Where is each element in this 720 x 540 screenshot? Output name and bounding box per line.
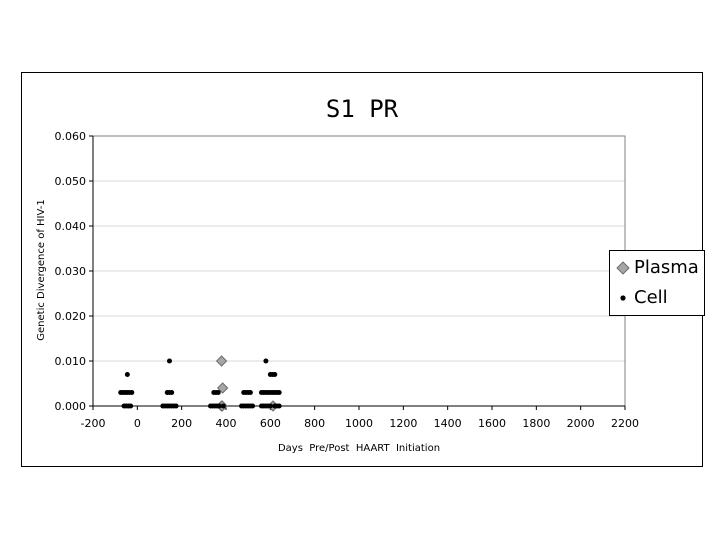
data-points <box>118 355 282 412</box>
x-tick-label: -200 <box>81 417 106 430</box>
grid-lines <box>93 180 625 362</box>
cell-point <box>124 372 130 377</box>
y-tick-label: 0.040 <box>55 220 87 233</box>
cell-point <box>220 403 226 409</box>
cell-point <box>166 358 172 364</box>
cell-point <box>267 403 273 409</box>
x-tick-label: 2000 <box>567 417 595 430</box>
legend-item-plasma: Plasma <box>616 257 699 278</box>
x-tick-label: 200 <box>171 417 192 430</box>
cell-point <box>173 403 179 409</box>
legend-label: Cell <box>634 287 668 308</box>
x-tick-label: 1000 <box>345 417 373 430</box>
x-tick-label: 2200 <box>611 417 639 430</box>
x-tick-label: 0 <box>134 417 141 430</box>
y-tick-label: 0.000 <box>55 400 87 413</box>
legend-item-cell: Cell <box>616 287 668 308</box>
cell-point <box>247 390 253 395</box>
legend-label: Plasma <box>634 257 699 278</box>
axes <box>89 135 626 410</box>
cell-point <box>215 390 221 395</box>
cell-point <box>250 403 256 409</box>
y-tick-label: 0.020 <box>55 310 87 323</box>
x-axis-label: Days Pre/Post HAART Initiation <box>278 443 440 454</box>
plasma-point <box>215 355 228 367</box>
cell-point <box>263 358 269 364</box>
cell-point <box>272 372 278 377</box>
diamond-marker-icon <box>616 260 630 275</box>
y-axis-label: Genetic Divergence of HIV-1 <box>36 199 47 340</box>
dot-marker-icon <box>620 294 626 301</box>
y-tick-label: 0.010 <box>55 355 87 368</box>
cell-point <box>128 403 134 409</box>
legend: Plasma Cell <box>609 250 705 316</box>
tick-labels: 0.000 0.010 0.020 0.030 0.040 0.050 0.060 -200 0… <box>55 130 640 430</box>
x-tick-label: 600 <box>260 417 281 430</box>
cell-point <box>169 390 175 395</box>
x-tick-label: 1600 <box>478 417 506 430</box>
y-tick-label: 0.030 <box>55 265 87 278</box>
y-tick-label: 0.050 <box>55 175 87 188</box>
cell-point <box>216 403 222 409</box>
x-tick-label: 400 <box>216 417 237 430</box>
cell-point <box>276 390 282 395</box>
x-tick-label: 1800 <box>522 417 550 430</box>
chart-title: S1 PR <box>326 95 399 123</box>
x-tick-label: 1200 <box>389 417 417 430</box>
x-tick-label: 1400 <box>434 417 462 430</box>
y-tick-label: 0.060 <box>55 130 87 143</box>
plasma-point <box>216 382 229 394</box>
cell-point <box>129 390 135 395</box>
x-tick-label: 800 <box>304 417 325 430</box>
cell-point <box>276 403 282 409</box>
